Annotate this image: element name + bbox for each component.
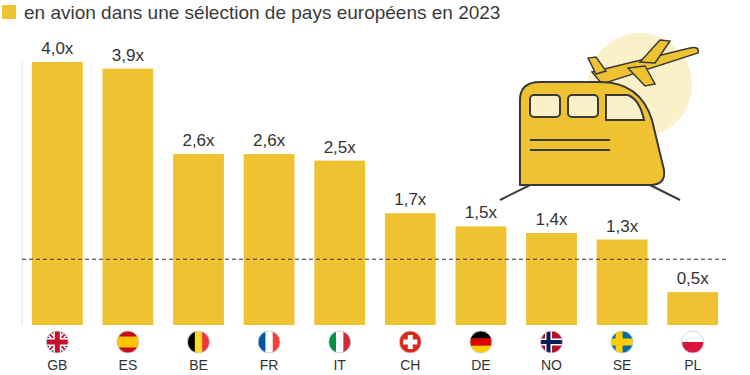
flag-part bbox=[408, 335, 413, 349]
flag-part bbox=[541, 340, 563, 344]
train-window bbox=[530, 95, 560, 117]
flag-part bbox=[470, 331, 492, 339]
flag-part bbox=[547, 331, 551, 353]
flag bbox=[399, 331, 421, 353]
data-label: 1,7x bbox=[394, 190, 427, 209]
flag-part bbox=[46, 331, 68, 353]
x-tick-label: PL bbox=[684, 357, 701, 373]
bar bbox=[455, 226, 506, 325]
data-label: 1,4x bbox=[535, 210, 568, 229]
flag-part bbox=[188, 331, 196, 353]
x-tick-label: SE bbox=[613, 357, 632, 373]
grid-line bbox=[22, 259, 728, 260]
flag-border bbox=[541, 331, 563, 353]
legend-swatch bbox=[2, 5, 16, 19]
data-label: 1,3x bbox=[606, 217, 639, 236]
bar bbox=[667, 292, 718, 325]
flag bbox=[329, 331, 352, 353]
plane-tail bbox=[588, 57, 606, 74]
bar bbox=[597, 240, 648, 325]
flag-part bbox=[682, 331, 704, 343]
data-label: 1,5x bbox=[465, 203, 498, 222]
flag-part bbox=[541, 331, 563, 353]
flag-part bbox=[195, 331, 203, 353]
flag-part bbox=[117, 337, 139, 343]
flag-border bbox=[399, 331, 421, 353]
flag-part bbox=[682, 342, 704, 354]
x-tick-label: NO bbox=[541, 357, 562, 373]
flag-border bbox=[188, 331, 210, 353]
bar bbox=[314, 161, 365, 325]
train-window bbox=[568, 95, 598, 117]
flag-part bbox=[265, 331, 273, 353]
train-window bbox=[606, 95, 644, 120]
title: en avion dans une sélection de pays euro… bbox=[24, 2, 500, 23]
bar bbox=[102, 69, 153, 325]
bar bbox=[385, 213, 436, 325]
train-body bbox=[520, 82, 664, 185]
x-tick-label: ES bbox=[119, 357, 138, 373]
train-rail bbox=[650, 185, 680, 200]
x-tick-label: CH bbox=[400, 357, 420, 373]
flag-border bbox=[258, 331, 280, 353]
illustration bbox=[500, 33, 698, 200]
flag-border bbox=[611, 331, 633, 353]
flag-part bbox=[611, 331, 633, 353]
data-label: 3,9x bbox=[112, 46, 145, 65]
data-label: 2,5x bbox=[324, 138, 357, 157]
x-tick-label: DE bbox=[471, 357, 490, 373]
flag-part bbox=[470, 338, 492, 346]
flag-part bbox=[258, 331, 266, 353]
flag-part bbox=[616, 331, 623, 353]
flag-part bbox=[46, 331, 68, 353]
flag-part bbox=[46, 331, 68, 353]
flag bbox=[611, 331, 633, 353]
flag-border bbox=[46, 331, 68, 353]
train-rail bbox=[500, 185, 530, 200]
data-label: 2,6x bbox=[253, 131, 286, 150]
flag-border bbox=[470, 331, 492, 353]
bar bbox=[526, 233, 577, 325]
flag-part bbox=[329, 331, 337, 353]
flag bbox=[682, 331, 704, 354]
flag bbox=[470, 331, 492, 354]
bar bbox=[32, 62, 83, 325]
flag-border bbox=[117, 331, 139, 353]
flag-part bbox=[399, 331, 421, 353]
plane-wing bbox=[640, 40, 670, 63]
data-label: 0,5x bbox=[677, 269, 710, 288]
x-tick-label: IT bbox=[333, 357, 346, 373]
data-label: 4,0x bbox=[41, 39, 74, 58]
flag bbox=[188, 331, 211, 353]
plane-wing bbox=[628, 66, 655, 86]
chart: en avion dans une sélection de pays euro… bbox=[0, 0, 750, 375]
flag-part bbox=[55, 331, 60, 353]
train-stripe bbox=[530, 139, 610, 141]
flag bbox=[117, 331, 139, 354]
train-stripe bbox=[530, 149, 610, 151]
bars bbox=[32, 62, 718, 325]
x-tick-label: FR bbox=[260, 357, 279, 373]
flag bbox=[46, 331, 68, 353]
bar bbox=[244, 154, 295, 325]
x-tick-label: GB bbox=[47, 357, 67, 373]
flag-part bbox=[46, 331, 68, 353]
x-tick-label: BE bbox=[189, 357, 208, 373]
flag bbox=[258, 331, 281, 353]
flag-part bbox=[336, 331, 344, 353]
flag-border bbox=[329, 331, 351, 353]
flag bbox=[541, 331, 563, 353]
bar bbox=[173, 154, 224, 325]
y-axis-line bbox=[22, 62, 23, 325]
flag-border bbox=[682, 331, 704, 353]
data-label: 2,6x bbox=[182, 131, 215, 150]
flag-part bbox=[117, 342, 139, 348]
flag-part bbox=[46, 331, 68, 353]
